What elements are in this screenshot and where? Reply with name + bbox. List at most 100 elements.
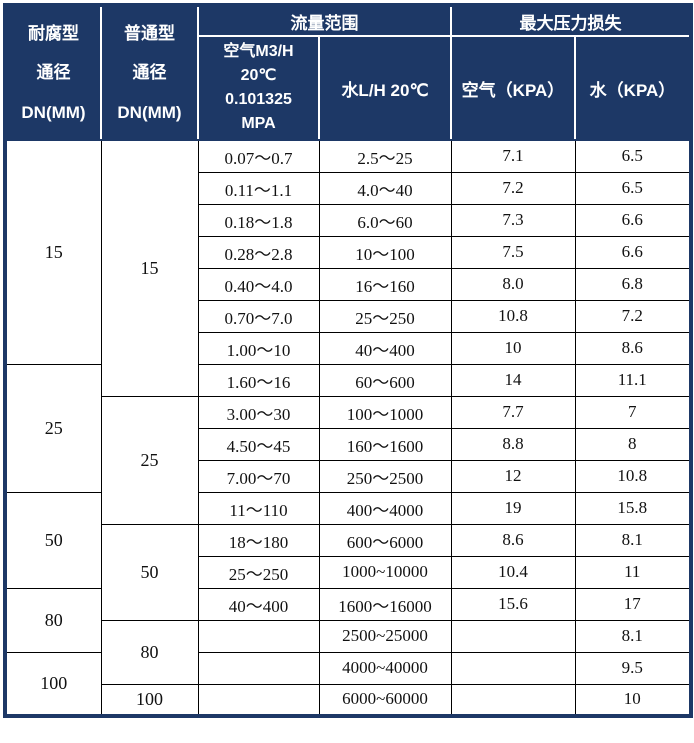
cell-air-flow: 18～180 xyxy=(197,523,320,557)
cell-water-flow: 4000~40000 xyxy=(318,651,452,685)
cell-air-kpa: 7.3 xyxy=(450,203,576,237)
cell-water-flow: 400～4000 xyxy=(318,491,452,525)
cell-corrosion-dn: 80 xyxy=(4,587,102,653)
cell-water-kpa: 6.5 xyxy=(574,139,692,173)
cell-air-kpa: 7.5 xyxy=(450,235,576,269)
table-row: 25 3.00～30 100～1000 7.7 7 xyxy=(5,395,692,525)
cell-water-kpa: 11.1 xyxy=(574,363,692,397)
cell-air-flow: 40～400 xyxy=(197,587,320,621)
cell-water-flow: 6000~60000 xyxy=(318,683,452,717)
cell-water-kpa: 8.1 xyxy=(574,619,692,653)
cell-air-flow: 25～250 xyxy=(197,555,320,589)
cell-water-flow: 40～400 xyxy=(318,331,452,365)
cell-water-kpa: 10 xyxy=(574,683,692,717)
cell-air-flow: 0.11～1.1 xyxy=(197,171,320,205)
table-row: 80 2500~25000 8.1 xyxy=(5,619,692,685)
table-row: 0.70～7.0 25～250 10.8 7.2 xyxy=(5,299,692,333)
cell-air-flow: 0.70～7.0 xyxy=(197,299,320,333)
cell-air-flow xyxy=(197,651,320,685)
table-row: 100 4000~40000 9.5 xyxy=(4,651,692,717)
cell-water-flow: 250～2500 xyxy=(318,459,452,493)
table-row: 80 40～400 1600～16000 15.6 17 xyxy=(4,587,692,653)
cell-air-kpa xyxy=(450,651,576,685)
cell-air-kpa: 8.6 xyxy=(450,523,576,557)
cell-corrosion-dn: 50 xyxy=(4,491,102,589)
cell-normal-dn: 50 xyxy=(100,523,199,621)
cell-water-kpa: 7 xyxy=(574,395,692,429)
cell-water-kpa: 11 xyxy=(574,555,692,589)
cell-water-kpa: 8.1 xyxy=(574,523,692,557)
header-air-kpa: 空气（KPA） xyxy=(450,35,576,141)
cell-corrosion-dn: 25 xyxy=(4,363,102,493)
cell-air-flow: 0.07～0.7 xyxy=(197,139,320,173)
cell-water-flow: 600～6000 xyxy=(318,523,452,557)
cell-water-kpa: 10.8 xyxy=(574,459,692,493)
header-sub-row: 空气M3/H 20℃ 0.101325 MPA 水L/H 20℃ 空气（KPA）… xyxy=(5,35,692,141)
cell-air-kpa: 19 xyxy=(450,491,576,525)
cell-water-flow: 10～100 xyxy=(318,235,452,269)
cell-air-flow: 7.00～70 xyxy=(197,459,320,493)
cell-air-flow: 1.60～16 xyxy=(197,363,320,397)
cell-air-kpa: 7.1 xyxy=(450,139,576,173)
cell-air-kpa: 8.8 xyxy=(450,427,576,461)
cell-water-flow: 2.5～25 xyxy=(318,139,452,173)
cell-normal-dn: 80 xyxy=(100,619,199,685)
cell-corrosion-dn: 15 xyxy=(4,139,102,365)
table-row: 0.18～1.8 6.0～60 7.3 6.6 xyxy=(5,203,692,237)
cell-air-kpa: 10 xyxy=(450,331,576,365)
flow-spec-table: 耐腐型 通径 DN(MM) 普通型 通径 DN(MM) 流量范围 最大压力损失 … xyxy=(3,3,693,718)
cell-air-kpa: 12 xyxy=(450,459,576,493)
cell-air-flow: 0.18～1.8 xyxy=(197,203,320,237)
cell-water-flow: 6.0～60 xyxy=(318,203,452,237)
cell-water-kpa: 6.8 xyxy=(574,267,692,301)
table-row: 4.50～45 160～1600 8.8 8 xyxy=(5,427,692,461)
table-row: 50 18～180 600～6000 8.6 8.1 xyxy=(5,523,692,621)
cell-air-kpa: 15.6 xyxy=(450,587,576,621)
cell-air-kpa: 7.7 xyxy=(450,395,576,429)
cell-water-flow: 60～600 xyxy=(318,363,452,397)
cell-air-flow: 0.28～2.8 xyxy=(197,235,320,269)
cell-air-flow: 1.00～10 xyxy=(197,331,320,365)
cell-water-flow: 160～1600 xyxy=(318,427,452,461)
header-normal-dn: 普通型 通径 DN(MM) xyxy=(100,4,199,141)
header-group-row: 耐腐型 通径 DN(MM) 普通型 通径 DN(MM) 流量范围 最大压力损失 xyxy=(4,4,692,141)
header-water-flow: 水L/H 20℃ xyxy=(318,35,452,141)
table-header: 耐腐型 通径 DN(MM) 普通型 通径 DN(MM) 流量范围 最大压力损失 … xyxy=(4,4,692,141)
cell-air-flow xyxy=(197,619,320,653)
header-air-flow: 空气M3/H 20℃ 0.101325 MPA xyxy=(197,35,320,141)
cell-air-flow: 4.50～45 xyxy=(197,427,320,461)
table-row: 1.00～10 40～400 10 8.6 xyxy=(5,331,692,365)
cell-water-flow: 4.0～40 xyxy=(318,171,452,205)
table-row: 100 6000~60000 10 xyxy=(5,683,692,717)
cell-air-kpa xyxy=(450,683,576,717)
cell-water-flow: 16～160 xyxy=(318,267,452,301)
table-body: 15 15 0.07～0.7 2.5～25 7.1 6.5 0.11～1.1 4… xyxy=(4,139,692,717)
cell-water-flow: 2500~25000 xyxy=(318,619,452,653)
cell-air-kpa: 10.4 xyxy=(450,555,576,589)
cell-water-kpa: 9.5 xyxy=(574,651,692,685)
table-row: 15 15 0.07～0.7 2.5～25 7.1 6.5 xyxy=(4,139,692,397)
cell-air-kpa: 14 xyxy=(450,363,576,397)
cell-water-kpa: 7.2 xyxy=(574,299,692,333)
cell-air-flow xyxy=(197,683,320,717)
cell-water-kpa: 6.5 xyxy=(574,171,692,205)
table-row: 25 1.60～16 60～600 14 11.1 xyxy=(4,363,692,493)
cell-air-flow: 0.40～4.0 xyxy=(197,267,320,301)
cell-normal-dn: 100 xyxy=(100,683,199,717)
cell-water-kpa: 15.8 xyxy=(574,491,692,525)
cell-air-kpa: 10.8 xyxy=(450,299,576,333)
table-row: 0.40～4.0 16～160 8.0 6.8 xyxy=(5,267,692,301)
cell-air-flow: 3.00～30 xyxy=(197,395,320,429)
cell-water-kpa: 6.6 xyxy=(574,203,692,237)
header-water-kpa: 水（KPA） xyxy=(574,35,692,141)
cell-water-kpa: 6.6 xyxy=(574,235,692,269)
cell-normal-dn: 15 xyxy=(100,139,199,397)
cell-water-flow: 25～250 xyxy=(318,299,452,333)
cell-air-kpa xyxy=(450,619,576,653)
cell-corrosion-dn: 100 xyxy=(4,651,102,717)
cell-water-kpa: 17 xyxy=(574,587,692,621)
table-row: 50 11～110 400～4000 19 15.8 xyxy=(4,491,692,589)
cell-water-flow: 100～1000 xyxy=(318,395,452,429)
table-row: 7.00～70 250～2500 12 10.8 xyxy=(5,459,692,493)
cell-water-kpa: 8 xyxy=(574,427,692,461)
